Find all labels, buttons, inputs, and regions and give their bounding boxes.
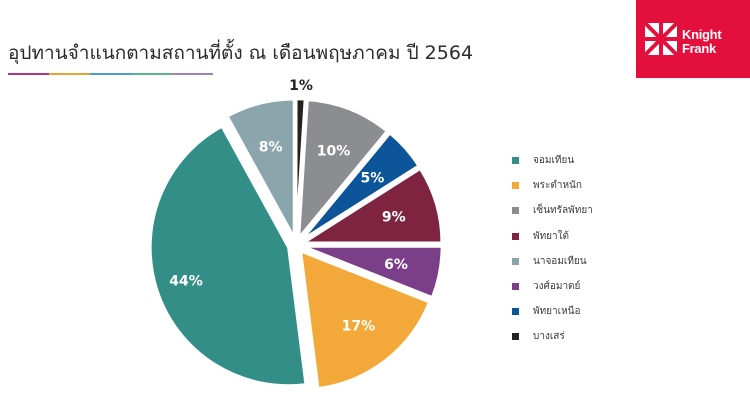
title-underline-segment xyxy=(8,73,49,75)
chart-legend: จอมเทียนพระตำหนักเซ็นทรัลพัทยาพัทยาใต้นา… xyxy=(512,148,593,350)
legend-swatch xyxy=(512,308,519,316)
pie-slice-label-4: 8% xyxy=(259,139,283,155)
legend-item: วงศ์อมาตย์ xyxy=(512,274,593,299)
pie-slice-label-6: 5% xyxy=(361,171,385,187)
legend-swatch xyxy=(512,283,519,291)
title-underline-segment xyxy=(131,73,172,75)
knight-frank-logo: Knight Frank xyxy=(636,0,750,78)
pie-slice-label-1: 17% xyxy=(342,318,376,334)
logo-word-knight: Knight xyxy=(682,27,722,42)
pie-slice-2 xyxy=(297,98,389,242)
pie-slice-label-2: 10% xyxy=(317,143,351,159)
legend-label: วงศ์อมาตย์ xyxy=(533,281,581,293)
legend-swatch xyxy=(512,333,519,341)
legend-label: เซ็นทรัลพัทยา xyxy=(533,205,593,217)
pie-slice-0 xyxy=(149,124,308,387)
legend-item: บางเสร่ xyxy=(512,324,593,349)
logo-mark-icon xyxy=(643,21,679,57)
pie-slice-6 xyxy=(301,131,421,241)
legend-label: บางเสร่ xyxy=(533,331,565,343)
legend-label: จอมเทียน xyxy=(533,155,575,167)
legend-swatch xyxy=(512,257,519,265)
legend-label: พัทยาเหนือ xyxy=(533,306,581,318)
legend-item: จอมเทียน xyxy=(512,148,593,173)
pie-slice-1 xyxy=(299,249,431,390)
title-underline-segment xyxy=(49,73,90,75)
legend-item: พระตำหนัก xyxy=(512,173,593,198)
legend-swatch xyxy=(512,207,519,215)
page-title: อุปทานจำแนกตามสถานที่ตั้ง ณ เดือนพฤษภาคม… xyxy=(8,42,474,64)
legend-swatch xyxy=(512,232,519,240)
pie-slice-3 xyxy=(299,167,443,245)
legend-swatch xyxy=(512,182,519,190)
legend-item: นาจอมเทียน xyxy=(512,249,593,274)
title-underline-segment xyxy=(90,73,131,75)
legend-label: พัทยาใต้ xyxy=(533,230,570,242)
title-underline-segment xyxy=(172,73,213,75)
legend-item: เซ็นทรัลพัทยา xyxy=(512,198,593,223)
pie-slice-label-3: 9% xyxy=(382,210,406,226)
legend-label: นาจอมเทียน xyxy=(533,255,587,267)
pie-slice-7 xyxy=(295,97,307,238)
pie-slice-5 xyxy=(303,245,444,299)
legend-label: พระตำหนัก xyxy=(533,180,582,192)
pie-slice-label-7: 1% xyxy=(289,78,313,94)
logo-word-frank: Frank xyxy=(682,41,716,56)
legend-swatch xyxy=(512,157,519,165)
legend-item: พัทยาเหนือ xyxy=(512,299,593,324)
pie-slice-4 xyxy=(225,98,296,238)
legend-item: พัทยาใต้ xyxy=(512,224,593,249)
title-underline xyxy=(8,73,213,75)
pie-slice-label-0: 44% xyxy=(169,274,203,290)
pie-slice-label-5: 6% xyxy=(384,257,408,273)
